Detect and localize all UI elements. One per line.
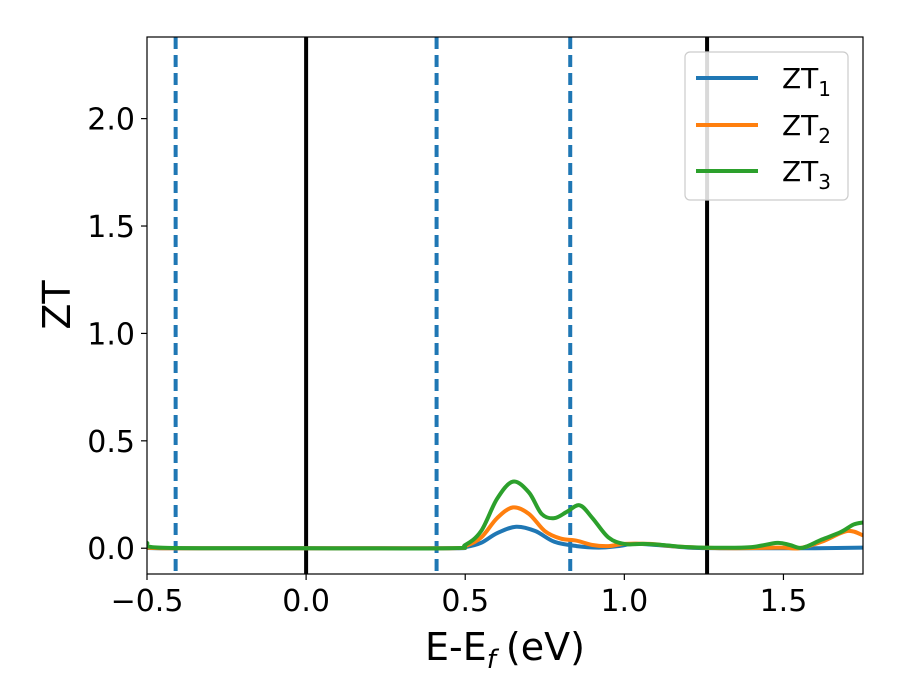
series-line-zt3 — [147, 479, 863, 551]
y-tick-label: 0.0 — [87, 532, 135, 567]
y-tick-label: 1.5 — [87, 210, 135, 245]
y-tick-label: 2.0 — [87, 103, 135, 138]
plot-frame — [146, 36, 864, 575]
x-tick-label: 0.0 — [282, 584, 330, 619]
x-tick-label: 1.5 — [760, 584, 808, 619]
legend-label-zt1: ZT1 — [782, 62, 831, 101]
y-axis-label: ZT — [35, 280, 79, 330]
legend-label-zt3: ZT3 — [782, 155, 831, 194]
x-axis: −0.5 0.0 0.5 1.0 1.5 — [111, 574, 808, 619]
y-axis: 0.0 0.5 1.0 1.5 2.0 — [87, 103, 147, 567]
x-tick-label: 0.5 — [441, 584, 489, 619]
x-tick-label: 1.0 — [600, 584, 648, 619]
x-tick-label: −0.5 — [111, 584, 184, 619]
x-axis-label-main: E-E — [425, 625, 487, 669]
legend-label-zt2: ZT2 — [782, 109, 831, 148]
x-axis-label-unit: (eV) — [506, 625, 585, 669]
x-axis-label: E-Ef (eV) — [425, 625, 585, 675]
y-tick-label: 0.5 — [87, 425, 135, 460]
legend: ZT1 ZT2 ZT3 — [684, 51, 849, 201]
y-tick-label: 1.0 — [87, 317, 135, 352]
legend-box — [684, 51, 849, 201]
